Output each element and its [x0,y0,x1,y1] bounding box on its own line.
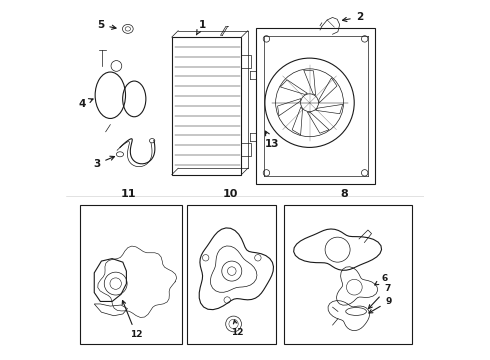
Text: 4: 4 [78,99,93,109]
Text: 2: 2 [343,12,363,22]
Text: 12: 12 [231,320,244,337]
Text: 13: 13 [265,131,279,149]
Text: 6: 6 [375,274,388,285]
Text: 12: 12 [122,301,142,339]
Bar [284,205,412,344]
Text: 1: 1 [196,19,206,35]
Text: 11: 11 [121,189,137,199]
Text: 10: 10 [222,189,238,199]
Text: 5: 5 [97,20,116,30]
Text: 7: 7 [368,284,391,309]
Text: 8: 8 [341,189,348,199]
Text: 9: 9 [369,297,392,313]
Bar [80,205,182,344]
Bar [187,205,276,344]
Text: 3: 3 [93,156,115,169]
